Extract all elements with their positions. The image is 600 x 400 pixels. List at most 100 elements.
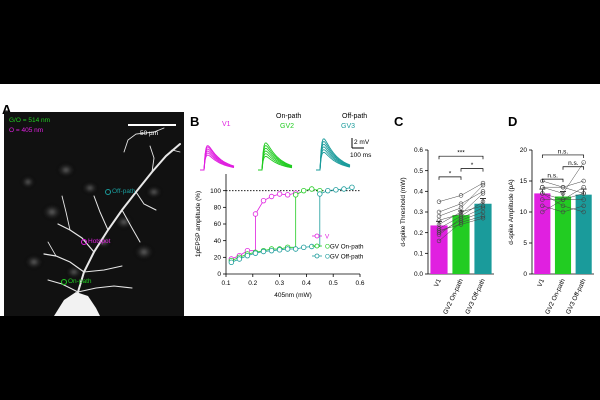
- pair-point-1: [581, 160, 586, 165]
- pair-point-2: [458, 218, 464, 223]
- pair-point-3: [581, 184, 586, 190]
- legend-text-0: V: [325, 233, 330, 240]
- legend-label-1: OGV On-path: [325, 243, 364, 250]
- data-point-0: [284, 192, 291, 198]
- pair-point-1: [436, 232, 442, 237]
- x-tick-label: 0.4: [302, 280, 311, 287]
- significance-bracket-2: [460, 168, 484, 172]
- data-point-2: [341, 186, 347, 192]
- pair-line-7: [438, 191, 484, 213]
- pair-point-6: [560, 197, 566, 202]
- pair-point-4: [436, 222, 442, 227]
- data-point-2: [325, 187, 331, 194]
- scale-bar-label: 50 µm: [140, 130, 159, 137]
- y-tick-label: 0: [523, 271, 527, 278]
- off-path-label: Off-path: [112, 188, 136, 195]
- pair-point-2: [436, 230, 442, 235]
- pair-point-7: [560, 184, 566, 190]
- pair-point-6: [436, 213, 442, 219]
- data-point-1: [292, 192, 299, 198]
- scale-ms-label: 100 ms: [350, 152, 372, 159]
- y-tick-label: 60: [214, 221, 222, 228]
- y-tick-label: 0.0: [414, 271, 423, 278]
- significance-label-1: n.s.: [547, 173, 558, 180]
- pair-point-9: [458, 193, 464, 198]
- pair-point-2: [581, 197, 586, 202]
- panel-c-letter: C: [394, 114, 404, 129]
- figure: A B C D: [0, 84, 600, 316]
- category-label-2: GV3 Off-path: [565, 278, 588, 316]
- y-tick-label: 0: [217, 271, 221, 278]
- bar-0: [534, 193, 551, 274]
- y-tick-label: 0.3: [414, 209, 423, 216]
- pair-point-4: [581, 203, 586, 209]
- panel-a-letter: A: [2, 102, 12, 117]
- epsp-traces: V1 On-path GV2 Off-path GV3 2 mV 100 ms: [200, 113, 372, 171]
- data-point-2: [236, 256, 243, 262]
- neuron-image: [4, 112, 184, 316]
- significance-label-0: ***: [457, 150, 465, 157]
- data-point-2: [317, 191, 323, 197]
- data-point-2: [292, 246, 299, 252]
- legend-marker-2: [314, 253, 320, 259]
- pair-line-6: [438, 184, 484, 217]
- pair-point-9: [480, 180, 486, 186]
- legend-text-1: GV On-path: [330, 243, 364, 250]
- on-path-label: On-path: [68, 278, 92, 285]
- pair-point-3: [540, 197, 545, 202]
- legend-marker-0: [314, 233, 320, 239]
- category-label-1: GV2 On-path: [544, 278, 567, 316]
- significance-bracket-0: [541, 154, 585, 158]
- data-point-0: [276, 191, 283, 197]
- pair-point-3: [480, 199, 486, 204]
- pair-point-8: [480, 215, 486, 221]
- panel-b-letter: B: [190, 114, 200, 129]
- data-point-2: [252, 250, 259, 256]
- category-label-0: V1: [433, 278, 443, 289]
- x-tick-label: 0.2: [248, 280, 257, 287]
- y-tick-label: 20: [214, 255, 222, 262]
- legend-prefix-1: O: [325, 243, 330, 250]
- data-point-2: [268, 247, 275, 254]
- pair-point-5: [540, 191, 545, 196]
- legend-label-0: V: [325, 233, 330, 240]
- trace-title-off-path: Off-path: [342, 113, 367, 120]
- hotspot-label: Hotspot: [88, 238, 111, 245]
- pair-point-7: [480, 189, 486, 194]
- legend-text-2: GV Off-path: [330, 253, 364, 260]
- pair-point-6: [540, 209, 545, 215]
- y-tick-label: 0.2: [414, 230, 423, 237]
- data-point-2: [309, 243, 315, 250]
- y-tick-label: 10: [520, 209, 528, 216]
- pair-point-5: [458, 211, 464, 217]
- data-point-2: [301, 244, 307, 251]
- trace-1-5: [258, 142, 293, 171]
- threshold-bar-chart: 0.0 0.1 0.2 0.3 0.4 0.5 0.6 d-spike Threshold (…: [400, 147, 494, 316]
- pair-point-8: [436, 228, 442, 233]
- data-point-1: [309, 186, 315, 192]
- category-label-0: V1: [536, 278, 546, 289]
- epsp-amplitude-chart: 0 20 40 60 80 100 0.1 0.2 0.3 0.4 0.5 0.6 405nm (mW)…: [195, 174, 365, 299]
- y-axis-label: 1pEPSP amplitude (%): [195, 191, 202, 257]
- legend-514nm-text: O = 514 nm: [15, 117, 51, 124]
- trace-2-5: [316, 138, 351, 171]
- pair-point-4: [560, 209, 566, 215]
- data-point-0: [268, 193, 275, 200]
- y-tick-label: 40: [214, 238, 222, 245]
- pair-point-0: [436, 238, 442, 244]
- pair-point-7: [540, 184, 545, 190]
- data-point-2: [260, 248, 267, 255]
- legend-prefix-2: O: [325, 253, 330, 260]
- scale-mv-label: 2 mV: [354, 139, 370, 146]
- pair-point-5: [436, 218, 442, 223]
- trace-label-v1: V1: [222, 121, 231, 128]
- pair-point-5: [581, 209, 586, 215]
- trace-title-on-path: On-path: [276, 113, 301, 120]
- y-tick-label: 100: [210, 188, 221, 195]
- y-axis-label: d-spike Amplitude (pA): [508, 179, 515, 244]
- pair-point-7: [458, 201, 464, 206]
- y-tick-label: 5: [523, 240, 527, 247]
- x-axis-label: 405nm (mW): [274, 292, 312, 299]
- category-label-2: GV3 Off-path: [464, 278, 487, 316]
